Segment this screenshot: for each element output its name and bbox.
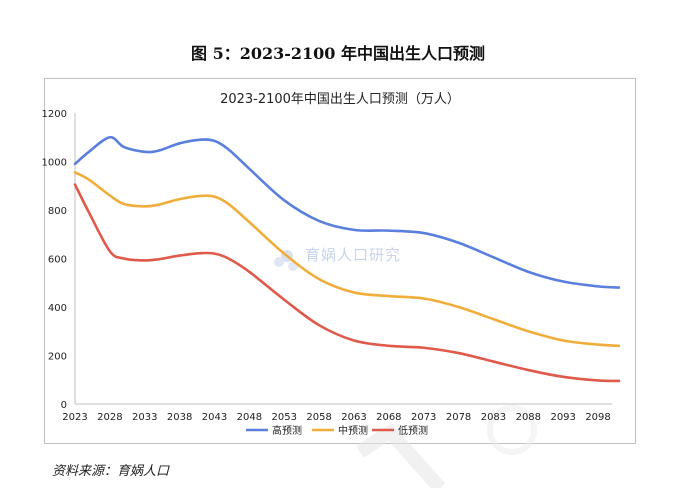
x-tick-label: 2053 bbox=[271, 412, 296, 423]
x-tick-label: 2023 bbox=[62, 412, 87, 423]
x-tick-label: 2088 bbox=[516, 412, 541, 423]
x-tick-label: 2098 bbox=[585, 412, 610, 423]
chart-title: 2023-2100年中国出生人口预测（万人） bbox=[220, 92, 460, 107]
x-axis: 2023 2028 2033 2038 2043 2048 2053 2058 2063 2068… bbox=[62, 403, 612, 423]
x-tick-label: 2078 bbox=[446, 412, 471, 423]
series-line-2 bbox=[73, 171, 621, 348]
x-tick-label: 2073 bbox=[411, 412, 436, 423]
y-tick-label: 200 bbox=[48, 352, 67, 363]
y-tick-label: 600 bbox=[48, 255, 67, 266]
x-tick-label: 2048 bbox=[237, 412, 262, 423]
corner-watermark bbox=[356, 405, 537, 488]
x-tick-label: 2083 bbox=[481, 412, 506, 423]
x-tick-label: 2028 bbox=[97, 412, 122, 423]
source-note: 资料来源：育娲人口 bbox=[52, 464, 170, 479]
legend-label-3: 低预测 bbox=[398, 424, 428, 437]
x-tick-label: 2043 bbox=[202, 412, 227, 423]
series-line-1 bbox=[73, 135, 621, 289]
watermark-text: 育娲人口研究 bbox=[305, 246, 402, 264]
x-tick-label: 2068 bbox=[376, 412, 401, 423]
y-tick-label: 400 bbox=[48, 303, 67, 314]
y-axis: 0 200 400 600 800 1000 1200 bbox=[42, 109, 76, 411]
x-tick-label: 2033 bbox=[132, 412, 157, 423]
x-tick-label: 2063 bbox=[341, 412, 366, 423]
legend-label-1: 高预测 bbox=[272, 424, 302, 437]
x-tick-label: 2093 bbox=[550, 412, 575, 423]
legend: 高预测 中预测 低预测 bbox=[246, 424, 428, 437]
y-tick-label: 0 bbox=[61, 400, 67, 411]
y-tick-label: 1000 bbox=[42, 158, 67, 169]
series-line-3 bbox=[73, 183, 621, 383]
figure-title: 图 5：2023-2100 年中国出生人口预测 bbox=[191, 44, 485, 63]
series-lines bbox=[73, 135, 621, 383]
x-tick-label: 2058 bbox=[306, 412, 331, 423]
y-tick-label: 1200 bbox=[42, 109, 67, 120]
y-tick-label: 800 bbox=[48, 206, 67, 217]
x-tick-label: 2038 bbox=[167, 412, 192, 423]
legend-label-2: 中预测 bbox=[338, 424, 368, 437]
